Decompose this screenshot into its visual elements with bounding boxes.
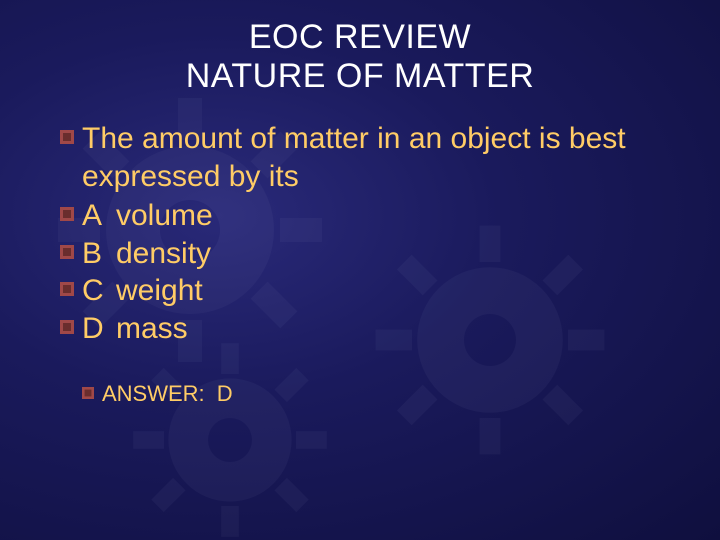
bullet-icon — [60, 320, 74, 334]
option-label: A — [82, 197, 116, 235]
option-text: density — [116, 235, 211, 273]
title-line-2: NATURE OF MATTER — [40, 57, 680, 96]
answer-row: ANSWER: D — [60, 381, 680, 407]
slide: EOC REVIEW NATURE OF MATTER The amount o… — [0, 0, 720, 540]
question-row: The amount of matter in an object is bes… — [60, 120, 680, 195]
answer-label: ANSWER: — [102, 381, 205, 407]
option-row: A volume — [60, 197, 680, 235]
question-text: The amount of matter in an object is bes… — [82, 120, 680, 195]
option-row: C weight — [60, 272, 680, 310]
option-text: volume — [116, 197, 213, 235]
bullet-icon — [60, 130, 74, 144]
option-text: weight — [116, 272, 203, 310]
bullet-icon — [60, 207, 74, 221]
slide-title: EOC REVIEW NATURE OF MATTER — [40, 18, 680, 96]
option-row: D mass — [60, 310, 680, 348]
answer-value: D — [217, 381, 233, 407]
title-line-1: EOC REVIEW — [40, 18, 680, 57]
option-row: B density — [60, 235, 680, 273]
option-label: B — [82, 235, 116, 273]
bullet-icon — [60, 245, 74, 259]
bullet-icon — [60, 282, 74, 296]
slide-body: The amount of matter in an object is bes… — [40, 120, 680, 407]
option-label: D — [82, 310, 116, 348]
option-label: C — [82, 272, 116, 310]
bullet-icon — [82, 387, 94, 399]
option-text: mass — [116, 310, 188, 348]
